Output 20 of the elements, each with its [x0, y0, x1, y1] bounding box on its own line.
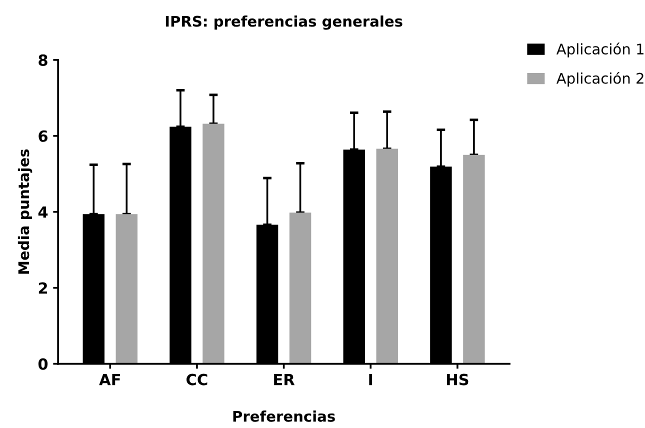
legend-label: Aplicación 2 [556, 72, 644, 87]
chart-title: IPRS: preferencias generales [166, 16, 402, 30]
y-axis-title: Media puntajes [18, 149, 32, 274]
bar [289, 212, 312, 364]
x-tick-label: CC [186, 374, 208, 386]
y-tick-label: 4 [38, 206, 48, 218]
x-tick-label: ER [274, 374, 295, 386]
bar [202, 124, 224, 364]
y-tick-label: 8 [38, 54, 48, 66]
x-axis-title: Preferencias [233, 410, 335, 422]
bar [116, 214, 138, 364]
bar [376, 148, 398, 364]
x-tick-label: HS [446, 374, 468, 386]
bar [463, 154, 485, 364]
x-tick-label: AF [99, 374, 120, 386]
x-tick-label: I [369, 374, 372, 386]
y-tick-label: 0 [38, 358, 48, 370]
y-tick-label: 6 [38, 130, 48, 142]
y-tick-label: 2 [38, 282, 47, 294]
legend-label: Aplicación 1 [556, 42, 644, 58]
